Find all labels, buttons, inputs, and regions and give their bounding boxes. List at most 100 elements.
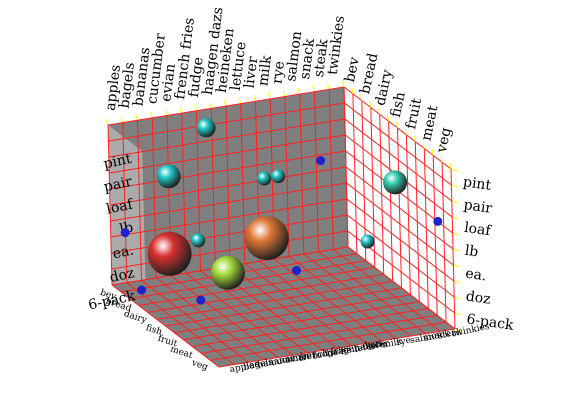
bubble (433, 216, 443, 226)
gridline-right-vertical (450, 168, 456, 330)
gridline-right-vertical (414, 141, 420, 302)
grid-edge-tick (360, 94, 363, 101)
x-tick-label: steak (311, 38, 332, 78)
grid-edge-tick (452, 216, 459, 220)
gridline-right-vertical (361, 100, 367, 261)
x-tick-label: apples (103, 64, 125, 112)
gridline-right-vertical (343, 86, 349, 248)
grid-edge-tick (105, 118, 109, 126)
x-tick-label: lettuce (228, 41, 250, 92)
gridline-floor-width (129, 260, 366, 300)
grid-edge-tick (282, 90, 286, 97)
floor-label-y: veg (190, 358, 210, 373)
gridline-floor-width (183, 301, 420, 341)
z-tick-label-right: pair (463, 197, 494, 217)
floor-label-y: dairy (123, 309, 149, 326)
z-tick-label-right: lb (464, 243, 480, 261)
grid-edge-tick (454, 328, 462, 332)
grid-edge-tick (451, 200, 458, 204)
y-tick-label: fish (388, 91, 409, 119)
gridline-floor-width (192, 308, 429, 347)
x-tick-label: snack (297, 37, 318, 80)
x-tick-label: milk (255, 54, 275, 87)
bubble (196, 118, 216, 138)
gridline-floor-width (138, 267, 375, 306)
gridline-back-horizontal (108, 118, 345, 158)
grid-edge-tick (194, 104, 197, 111)
grid-edge-tick (253, 95, 256, 102)
gridline-right-vertical (352, 93, 358, 254)
gridline-right-vertical (388, 121, 394, 282)
z-tick-label: ea. (111, 242, 135, 262)
gridline-back-horizontal (110, 182, 347, 222)
gridline-back-horizontal (107, 86, 345, 126)
grid-edge-tick (453, 264, 460, 268)
grid-edge-tick (422, 142, 425, 149)
bubble (271, 169, 286, 184)
grid-edge-tick (387, 115, 390, 122)
gridline-back-horizontal (108, 102, 345, 142)
bubble (257, 171, 272, 186)
gridline-floor-width (165, 287, 402, 327)
grid-edge-tick (450, 168, 458, 172)
x-tick-label: salmon (283, 30, 305, 82)
grid-edge-tick (342, 80, 345, 88)
gridline-back-horizontal (109, 134, 346, 174)
grid-edge-tick (120, 116, 124, 123)
grid-edge-tick (451, 184, 458, 188)
grid-edge-tick (449, 162, 452, 170)
x-tick-label: fudge (186, 56, 207, 98)
bubble (383, 170, 408, 195)
x-tick-label: rye (269, 60, 288, 85)
bubble (210, 255, 245, 290)
grid-edge-tick (208, 102, 212, 109)
bubble (292, 266, 301, 275)
gridline-right-vertical (405, 134, 411, 295)
z-tick-label: pair (102, 174, 133, 196)
gridline-right-vertical (397, 127, 402, 289)
grid-edge-tick (452, 232, 459, 236)
z-axis-tick-labels-right: 6-pack doz ea. lb loaf pair pint (462, 174, 515, 334)
y-tick-label: meat (418, 104, 441, 142)
x-tick-label: liver (241, 55, 261, 89)
y-tick-label: veg (434, 126, 455, 155)
x-tick-label: bagels (117, 61, 139, 109)
bubble (147, 231, 192, 276)
floor-label-y: meat (169, 344, 194, 361)
floor-label-x: rye (395, 336, 411, 349)
bubble (137, 285, 147, 295)
grid-edge-tick (164, 109, 168, 116)
y-tick-label: dairy (373, 68, 396, 107)
grid-edge-tick (312, 85, 315, 92)
grid-edge-tick (297, 87, 301, 95)
grid-edge-tick (452, 248, 460, 252)
z-tick-label-right: ea. (464, 266, 487, 285)
bubble (196, 295, 206, 305)
x-tick-label: bananas (130, 46, 153, 107)
grid-edge-tick (135, 114, 138, 121)
grid-edge-tick (440, 156, 443, 163)
grid-edge-tick (149, 111, 153, 119)
gridline-floor-width (210, 321, 447, 361)
grid-edge-tick (396, 121, 398, 129)
gridline-floor-width (218, 328, 456, 368)
gridline-floor-width (156, 280, 393, 320)
bubble (316, 156, 326, 166)
gridline-back-horizontal (110, 198, 347, 238)
z-tick-label-right: 6-pack (465, 311, 515, 333)
chart-bubbles (120, 118, 443, 305)
gridline-back-horizontal (109, 150, 346, 190)
bubble (120, 228, 130, 238)
grid-edge-tick (378, 108, 381, 115)
bubble (244, 216, 289, 261)
gridline-floor-width (201, 314, 438, 354)
grid-edge-tick (454, 312, 461, 316)
grid-edge-tick (351, 87, 354, 94)
floor-label-x: milk (382, 337, 404, 351)
grid-edge-tick (179, 106, 183, 114)
x-tick-label: heineken (214, 27, 238, 93)
floor-label-x: liver (368, 339, 391, 353)
gridline-right-vertical (379, 114, 385, 275)
